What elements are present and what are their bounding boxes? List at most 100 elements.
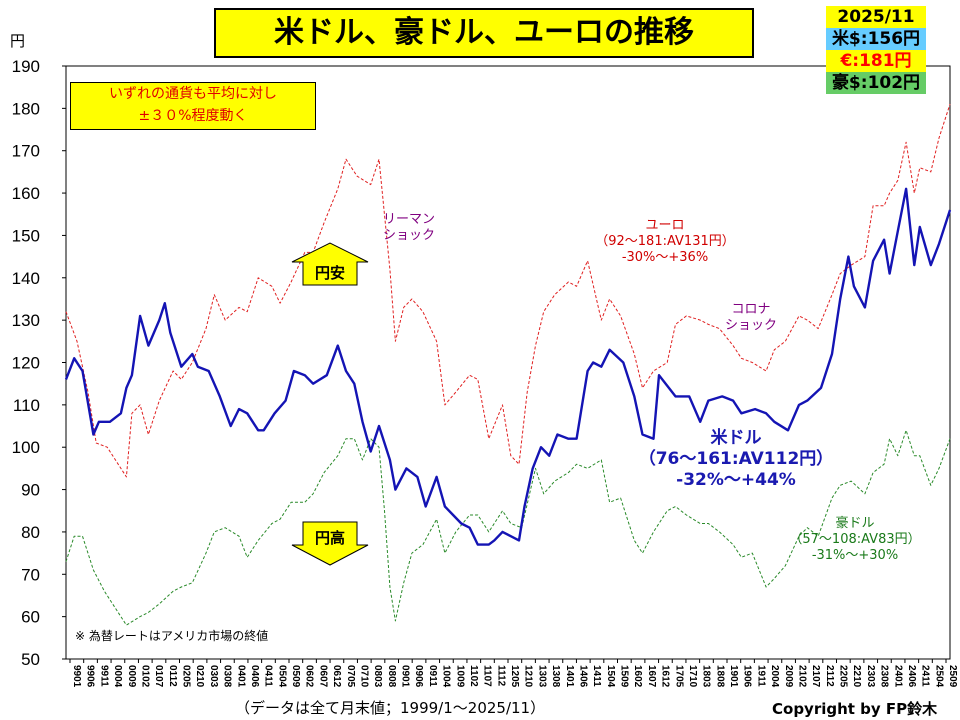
x-tick-label: 0102 bbox=[139, 665, 150, 688]
eur-series-line bbox=[65, 103, 951, 478]
euro-line-3: -30%～+36% bbox=[621, 250, 709, 265]
x-tick-label: 0308 bbox=[222, 665, 233, 688]
y-tick-label: 70 bbox=[21, 565, 40, 584]
x-tick-label: 1210 bbox=[523, 665, 534, 688]
series-group bbox=[64, 103, 952, 626]
usd-line-1: 米ドル bbox=[710, 428, 762, 448]
x-tick-label: 0107 bbox=[153, 665, 164, 688]
y-tick-label: 100 bbox=[12, 438, 40, 457]
euro-line-1: ユーロ bbox=[645, 218, 685, 233]
x-tick-label: 0901 bbox=[400, 665, 411, 688]
x-tick-label: 1803 bbox=[701, 665, 712, 688]
x-tick-label: 1411 bbox=[591, 665, 602, 687]
usd-series-line bbox=[64, 187, 952, 546]
footnote: ※ 為替レートはアメリカ市場の終値 bbox=[75, 629, 269, 643]
x-tick-label: 0911 bbox=[427, 665, 438, 687]
y-tick-label: 90 bbox=[21, 481, 40, 500]
euro-label: ユーロ （92～181:AV131円） -30%～+36% bbox=[580, 218, 750, 266]
x-tick-label: 1612 bbox=[660, 665, 671, 688]
x-tick-label: 2004 bbox=[769, 665, 780, 688]
x-tick-label: 2009 bbox=[783, 665, 794, 688]
y-tick-label: 120 bbox=[12, 354, 40, 373]
data-note: （データは全て月末値；1999/1～2025/11） bbox=[235, 699, 546, 717]
y-axis-unit: 円 bbox=[10, 32, 26, 50]
usd-label: 米ドル （76～161:AV112円） -32%～+44% bbox=[626, 428, 846, 491]
note-box: いずれの通貨も平均に対し ±３０%程度動く bbox=[70, 82, 316, 130]
chart-title: 米ドル、豪ドル、ユーロの推移 bbox=[214, 8, 754, 58]
plot-area-frame bbox=[65, 65, 951, 660]
x-tick-label: 1509 bbox=[619, 665, 630, 688]
corona-line-1: コロナ bbox=[731, 302, 771, 317]
x-tick-label: 2509 bbox=[947, 665, 958, 688]
x-tick-label: 2107 bbox=[810, 665, 821, 688]
x-tick-label: 1004 bbox=[441, 665, 452, 688]
copyright: Copyright by FP鈴木 bbox=[772, 700, 938, 718]
x-tick-label: 0112 bbox=[167, 665, 178, 687]
x-tick-label: 1205 bbox=[509, 665, 520, 688]
x-tick-label: 1906 bbox=[742, 665, 753, 688]
y-tick-label: 160 bbox=[12, 184, 40, 203]
x-tick-label: 0004 bbox=[112, 665, 123, 688]
usd-line-2: （76～161:AV112円） bbox=[638, 449, 834, 469]
x-tick-label: 1112 bbox=[495, 665, 506, 687]
x-tick-label: 1504 bbox=[605, 665, 616, 688]
x-tick-label: 2406 bbox=[906, 665, 917, 688]
x-tick-label: 1303 bbox=[536, 665, 547, 688]
x-tick-label: 0303 bbox=[208, 665, 219, 688]
x-tick-label: 2308 bbox=[879, 665, 890, 688]
x-tick-label: 2504 bbox=[933, 665, 944, 688]
x-tick-label: 0808 bbox=[386, 665, 397, 688]
x-tick-label: 1308 bbox=[550, 665, 561, 688]
x-tick-label: 0411 bbox=[263, 665, 274, 687]
x-tick-label: 0210 bbox=[194, 665, 205, 688]
aud-line-3: -31%～+30% bbox=[811, 548, 899, 563]
corona-label: コロナ ショック bbox=[725, 302, 777, 334]
x-tick-label: 1107 bbox=[482, 665, 493, 687]
x-tick-label: 0607 bbox=[317, 665, 328, 688]
y-tick-label: 80 bbox=[21, 523, 40, 542]
x-tick-label: 0406 bbox=[249, 665, 260, 688]
x-tick-label: 0710 bbox=[358, 665, 369, 688]
y-axis: 50 60 70 80 90 100 110 120 130 140 150 160 170 180 190 bbox=[12, 57, 66, 669]
x-tick-label: 9911 bbox=[98, 665, 109, 687]
note-line-1: いずれの通貨も平均に対し bbox=[109, 86, 277, 102]
x-tick-label: 1009 bbox=[454, 665, 465, 688]
x-tick-label: 1102 bbox=[468, 665, 479, 687]
y-tick-label: 150 bbox=[12, 226, 40, 245]
x-tick-label: 1401 bbox=[564, 665, 575, 688]
x-tick-label: 0504 bbox=[276, 665, 287, 688]
x-tick-label: 9901 bbox=[71, 665, 82, 688]
x-tick-label: 1901 bbox=[728, 665, 739, 688]
latest-eur: €:181円 bbox=[826, 50, 926, 72]
x-axis: 9901 9906 9911 0004 0009 0102 0107 0112 0205 0210… bbox=[69, 659, 958, 688]
latest-usd: 米$:156円 bbox=[826, 28, 926, 50]
lehman-label: リーマン ショック bbox=[383, 212, 435, 244]
x-tick-label: 2303 bbox=[865, 665, 876, 688]
x-tick-label: 1808 bbox=[714, 665, 725, 688]
y-tick-label: 110 bbox=[13, 396, 40, 415]
latest-aud: 豪$:102円 bbox=[826, 72, 926, 94]
x-tick-label: 1406 bbox=[577, 665, 588, 688]
weak-yen-label: 円安 bbox=[314, 264, 345, 282]
latest-date: 2025/11 bbox=[826, 6, 926, 28]
y-tick-label: 130 bbox=[12, 311, 40, 330]
y-tick-label: 60 bbox=[21, 608, 40, 627]
x-tick-label: 9906 bbox=[85, 665, 96, 688]
strong-yen-label: 円高 bbox=[314, 529, 345, 547]
euro-line-2: （92～181:AV131円） bbox=[595, 234, 735, 249]
x-tick-label: 2112 bbox=[824, 665, 835, 687]
x-tick-label: 0205 bbox=[181, 665, 192, 688]
x-tick-label: 2210 bbox=[851, 665, 862, 688]
x-tick-label: 2205 bbox=[838, 665, 849, 688]
strong-yen-arrow bbox=[291, 521, 369, 566]
x-tick-label: 2401 bbox=[892, 665, 903, 688]
aud-line-2: （57～108:AV83円） bbox=[789, 532, 921, 547]
x-tick-label: 0906 bbox=[413, 665, 424, 688]
lehman-line-2: ショック bbox=[383, 228, 436, 243]
usd-line-3: -32%～+44% bbox=[676, 470, 796, 490]
y-tick-label: 180 bbox=[12, 99, 40, 118]
y-tick-label: 140 bbox=[12, 269, 40, 288]
x-tick-label: 0803 bbox=[372, 665, 383, 688]
latest-values: 2025/11 米$:156円 €:181円 豪$:102円 bbox=[826, 6, 926, 94]
x-tick-label: 2411 bbox=[920, 665, 931, 687]
